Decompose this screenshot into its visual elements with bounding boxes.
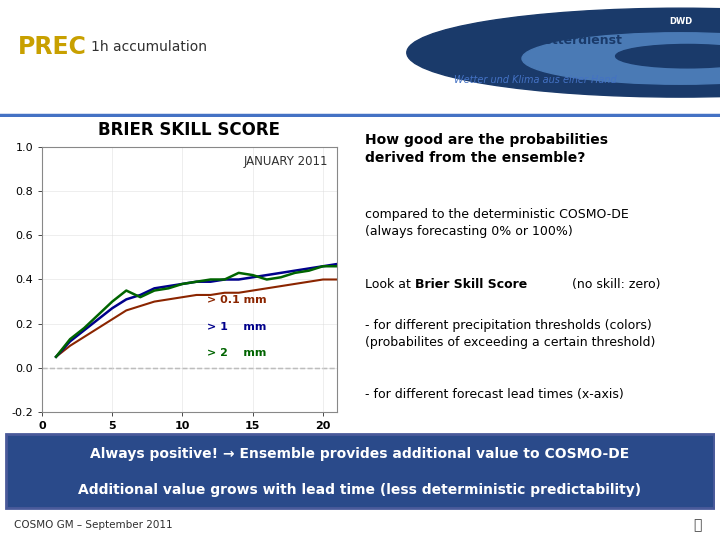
Text: DWD: DWD xyxy=(669,17,692,25)
X-axis label: Forecast Time [h]: Forecast Time [h] xyxy=(127,435,251,448)
Circle shape xyxy=(407,8,720,97)
Text: Additional value grows with lead time (less deterministic predictability): Additional value grows with lead time (l… xyxy=(78,483,642,497)
Text: > 2    mm: > 2 mm xyxy=(207,348,266,359)
Text: Wetter und Klima aus einer Hand: Wetter und Klima aus einer Hand xyxy=(454,75,616,85)
Text: Always positive! → Ensemble provides additional value to COSMO-DE: Always positive! → Ensemble provides add… xyxy=(91,447,629,461)
Text: BRIER SKILL SCORE: BRIER SKILL SCORE xyxy=(99,121,281,139)
Text: JANUARY 2011: JANUARY 2011 xyxy=(243,155,328,168)
Text: - for different precipitation thresholds (colors)
(probabilites of exceeding a c: - for different precipitation thresholds… xyxy=(365,319,655,349)
Text: Deutscher Wetterdienst: Deutscher Wetterdienst xyxy=(454,35,621,48)
Text: > 1    mm: > 1 mm xyxy=(207,322,266,332)
Text: (no skill: zero): (no skill: zero) xyxy=(568,278,661,291)
Text: Look at: Look at xyxy=(365,278,415,291)
Circle shape xyxy=(616,44,720,68)
Text: PREC: PREC xyxy=(18,35,87,59)
FancyBboxPatch shape xyxy=(6,434,714,509)
Circle shape xyxy=(522,33,720,84)
Text: - for different forecast lead times (x-axis): - for different forecast lead times (x-a… xyxy=(365,388,624,401)
Text: 🦅: 🦅 xyxy=(693,518,702,532)
Text: Brier Skill Score: Brier Skill Score xyxy=(415,278,527,291)
Text: compared to the deterministic COSMO-DE
(always forecasting 0% or 100%): compared to the deterministic COSMO-DE (… xyxy=(365,208,629,238)
Text: 1h accumulation: 1h accumulation xyxy=(91,40,207,54)
Text: How good are the probabilities
derived from the ensemble?: How good are the probabilities derived f… xyxy=(365,133,608,165)
Text: > 0.1 mm: > 0.1 mm xyxy=(207,295,267,306)
Text: COSMO GM – September 2011: COSMO GM – September 2011 xyxy=(14,520,173,530)
